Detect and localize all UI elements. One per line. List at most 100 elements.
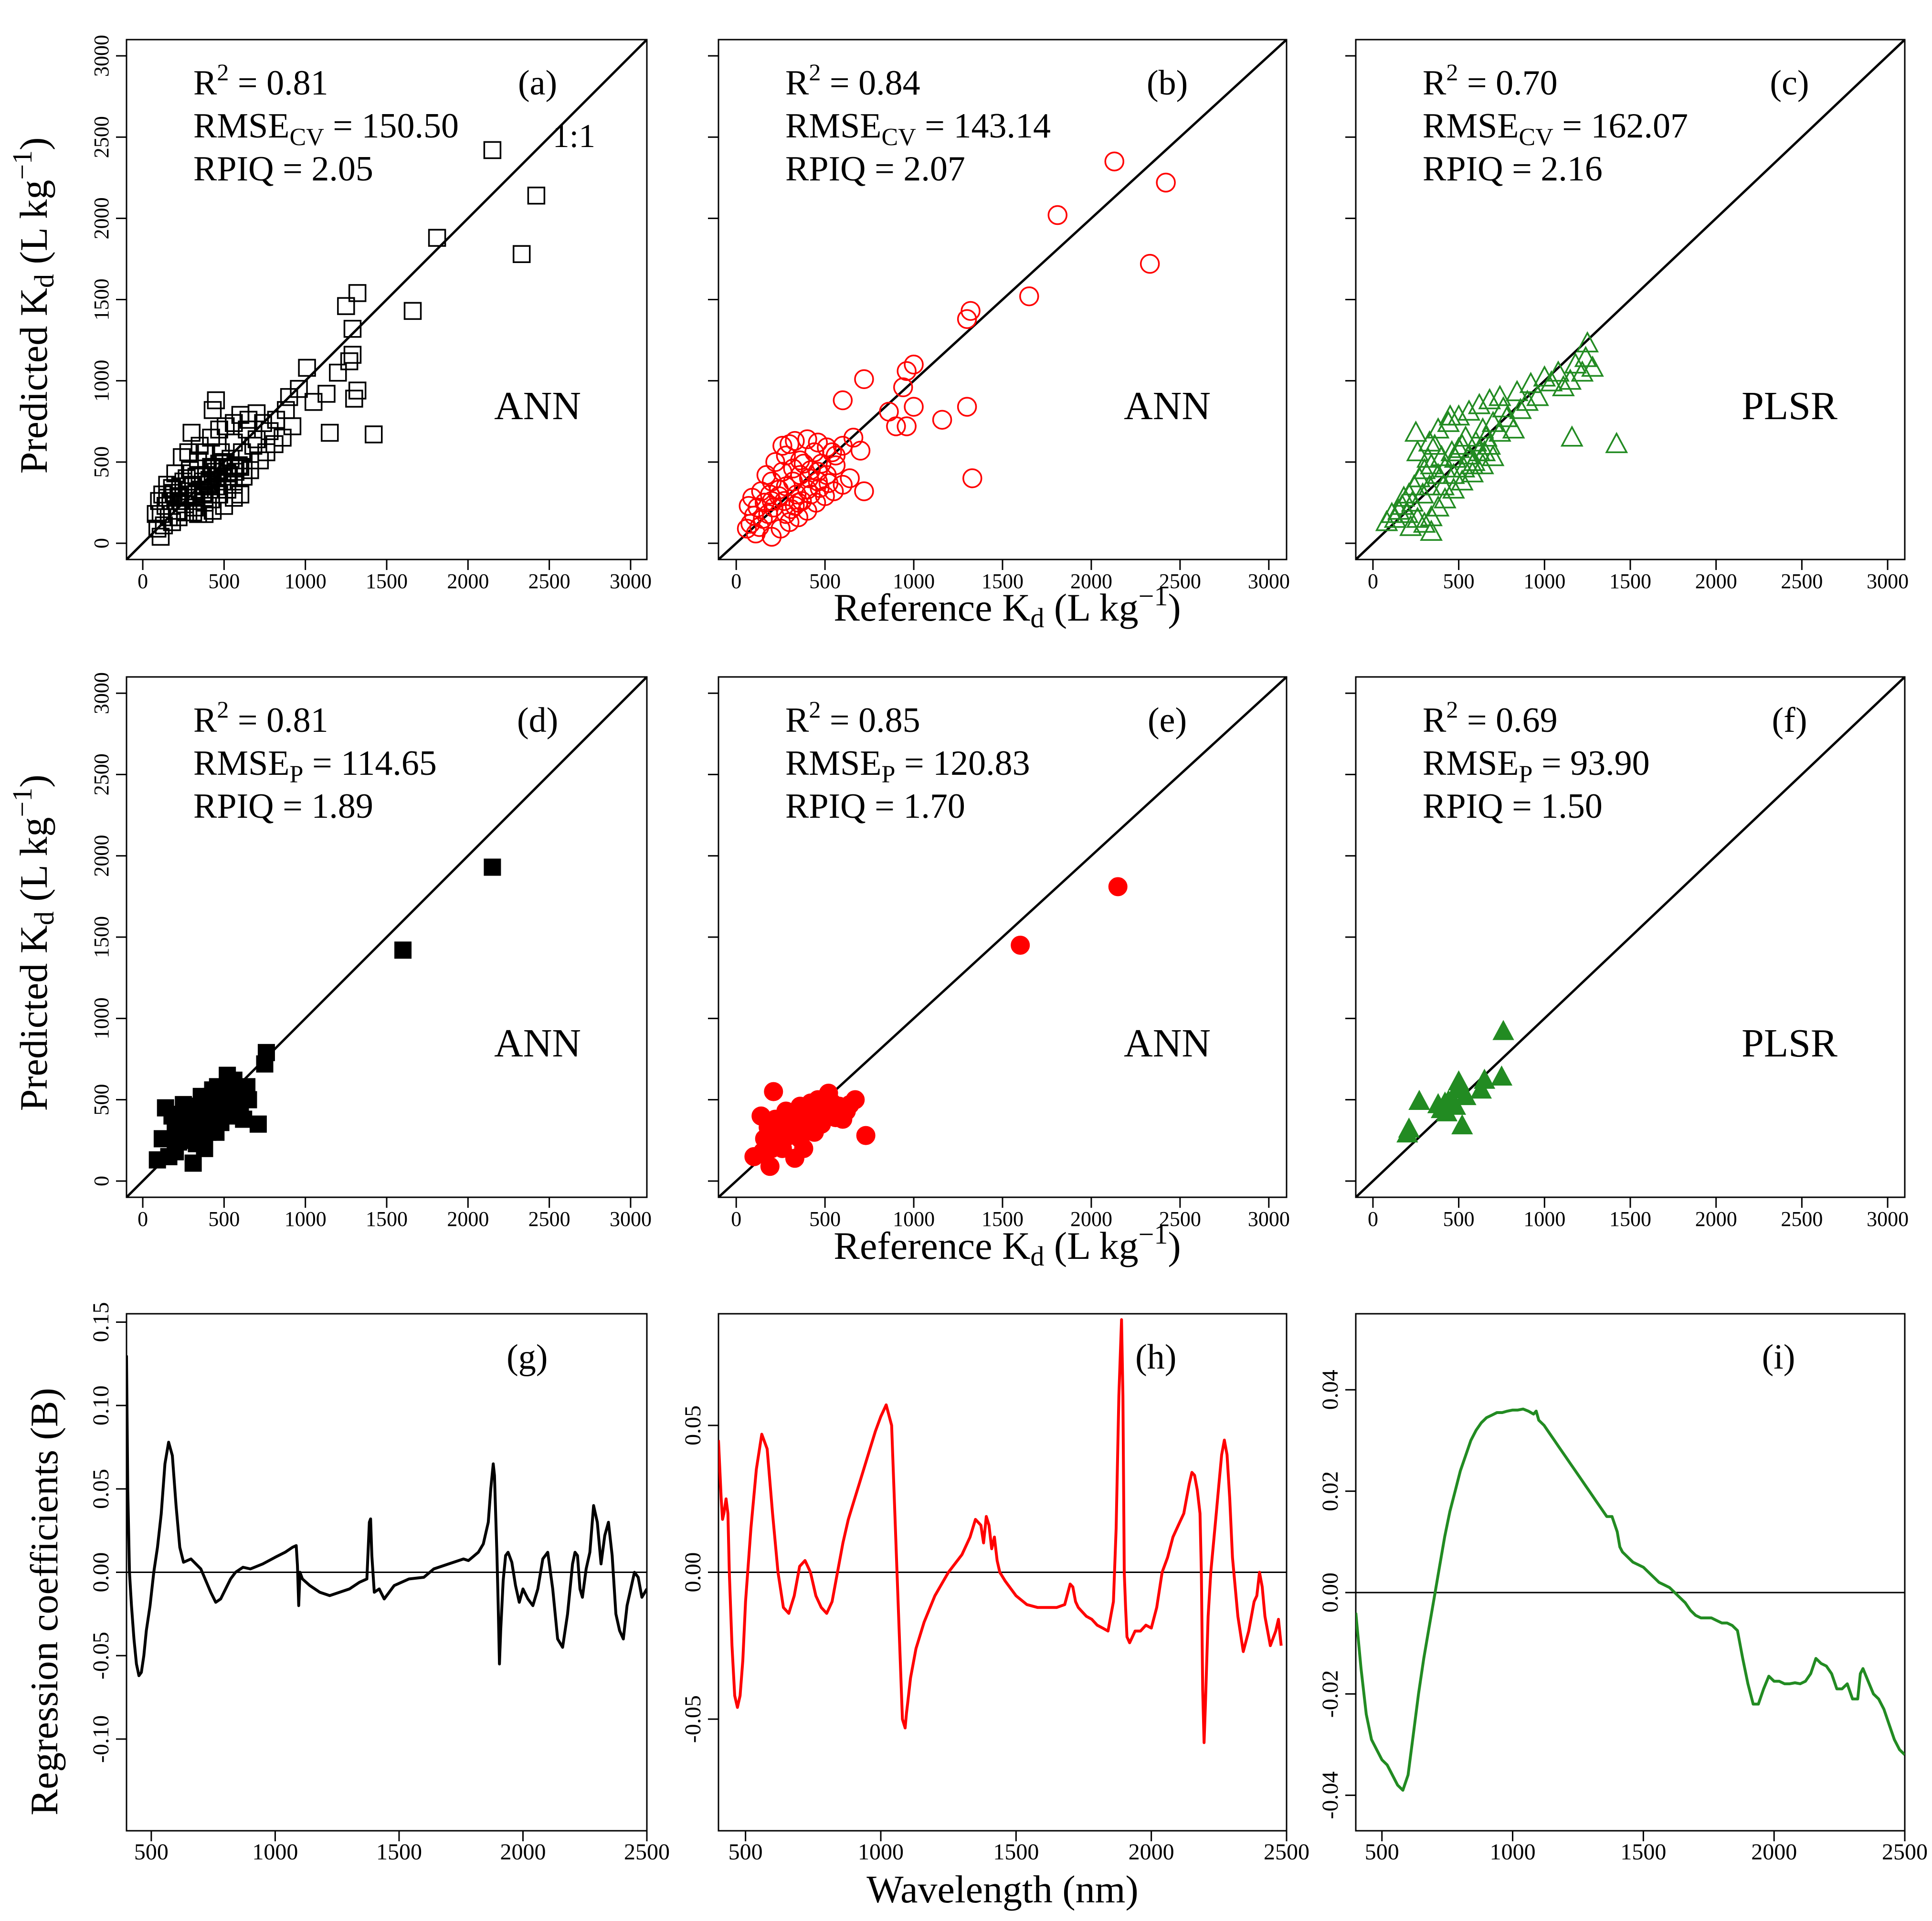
- data-point: [1019, 286, 1039, 306]
- rpiq-label: RPIQ = 1.70: [785, 787, 965, 826]
- data-point: [274, 429, 292, 447]
- data-point: [203, 502, 222, 520]
- r2-label: R2 = 0.85: [785, 696, 920, 740]
- data-point: [249, 1115, 267, 1133]
- data-point: [764, 1082, 783, 1101]
- data-point: [343, 320, 362, 338]
- data-point: [1408, 1089, 1430, 1110]
- data-point: [1375, 510, 1398, 531]
- data-point: [1396, 1122, 1418, 1143]
- x-tick-label: 2000: [500, 1839, 546, 1865]
- r2-letter: R: [193, 63, 217, 103]
- rmse-label: RMSECV = 150.50: [193, 106, 459, 151]
- data-point: [1451, 1114, 1473, 1135]
- data-point: [1432, 474, 1455, 496]
- rmse-letters: RMSE: [785, 106, 882, 146]
- x-tick-label: 500: [134, 1839, 169, 1865]
- data-point: [1492, 1020, 1514, 1040]
- rmse-value: = 114.65: [303, 744, 437, 783]
- data-point: [893, 377, 913, 398]
- data-point: [148, 1151, 166, 1169]
- panels-group: 0 500 1000 1500 2000 2500 3000 0 500 1000 1500 2000…: [88, 35, 1928, 1865]
- r2-letter: R: [785, 701, 809, 740]
- one-to-one-line: [127, 40, 647, 559]
- data-point: [1571, 360, 1594, 382]
- data-point: [181, 1109, 199, 1127]
- r2-superscript: 2: [1446, 59, 1458, 85]
- rpiq-label: RPIQ = 1.50: [1423, 787, 1603, 826]
- panel-letter: (c): [1770, 63, 1809, 103]
- data-point: [231, 458, 250, 476]
- data-point: [797, 429, 817, 449]
- x-tick-label: 1000: [285, 1207, 327, 1231]
- x-tick-label: 0: [731, 1207, 741, 1231]
- data-point: [1404, 420, 1427, 442]
- x-tick-label: 3000: [1248, 570, 1290, 593]
- data-point: [184, 1154, 202, 1172]
- data-point: [1564, 352, 1587, 374]
- panel-letter: (b): [1147, 63, 1188, 103]
- data-point: [1526, 384, 1549, 406]
- x-tick-label: 3000: [1867, 570, 1909, 593]
- data-point: [769, 486, 789, 507]
- data-point: [1406, 507, 1429, 528]
- rmse-label: RMSECV = 143.14: [785, 106, 1051, 151]
- data-point: [178, 488, 196, 507]
- data-point: [207, 463, 225, 481]
- y-tick-label: 0: [90, 1176, 113, 1186]
- data-point: [776, 476, 796, 496]
- data-point: [1481, 444, 1505, 466]
- data-point: [298, 359, 316, 377]
- y-tick-label: 0: [90, 538, 113, 549]
- x-tick-label: 2500: [624, 1839, 670, 1865]
- x-tick-label: 1000: [252, 1839, 298, 1865]
- data-point: [527, 186, 546, 205]
- data-point: [1574, 346, 1597, 367]
- x-tick-label: 1000: [1490, 1839, 1536, 1865]
- r2-letter: R: [785, 63, 809, 103]
- y-tick-label: 500: [90, 446, 113, 478]
- x-axis-title-top: Reference Kd (L kg−1): [834, 581, 1181, 633]
- y-tick-label: 2500: [90, 753, 113, 795]
- data-point: [188, 1135, 205, 1152]
- panel-letter: (d): [517, 701, 558, 740]
- data-point: [1423, 433, 1446, 455]
- data-point: [766, 1109, 785, 1129]
- x-tick-label: 2500: [1159, 1207, 1201, 1231]
- data-point: [1581, 355, 1604, 377]
- x-tick-label: 1500: [376, 1839, 422, 1865]
- x-tick-label: 2500: [1781, 570, 1823, 593]
- panel-letter: (e): [1148, 701, 1187, 740]
- data-point: [1461, 461, 1484, 483]
- data-point: [904, 354, 924, 375]
- data-point: [1509, 398, 1532, 419]
- x-tick-label: 1500: [982, 1207, 1024, 1231]
- y-tick-label: -0.10: [88, 1715, 114, 1763]
- y-tick-label: 2000: [90, 197, 113, 239]
- data-point: [737, 518, 757, 539]
- data-point: [932, 410, 952, 430]
- y-tick-label: 3000: [90, 35, 113, 77]
- data-point: [1426, 417, 1450, 439]
- data-point: [1397, 482, 1421, 504]
- x-tick-label: 2000: [447, 1207, 489, 1231]
- y-axis-title-middle: Predicted Kd (L kg−1): [7, 775, 60, 1111]
- rmse-subscript: CV: [290, 124, 324, 151]
- data-point: [238, 421, 256, 439]
- data-point: [818, 473, 839, 493]
- data-point: [1011, 936, 1030, 955]
- data-point: [158, 488, 176, 507]
- data-point: [840, 1095, 860, 1114]
- data-point: [203, 401, 222, 419]
- rmse-subscript: P: [1519, 761, 1533, 788]
- data-point: [808, 1103, 828, 1122]
- x-tick-label: 1000: [1523, 570, 1565, 593]
- x-tick-label: 2500: [528, 570, 570, 593]
- model-label: PLSR: [1742, 1021, 1837, 1066]
- rpiq-label: RPIQ = 2.07: [785, 149, 965, 189]
- data-point: [785, 431, 805, 451]
- rmse-letters: RMSE: [1423, 106, 1519, 146]
- rmse-value: = 150.50: [324, 106, 459, 146]
- rmse-letters: RMSE: [193, 744, 290, 783]
- rmse-subscript: CV: [1519, 124, 1553, 151]
